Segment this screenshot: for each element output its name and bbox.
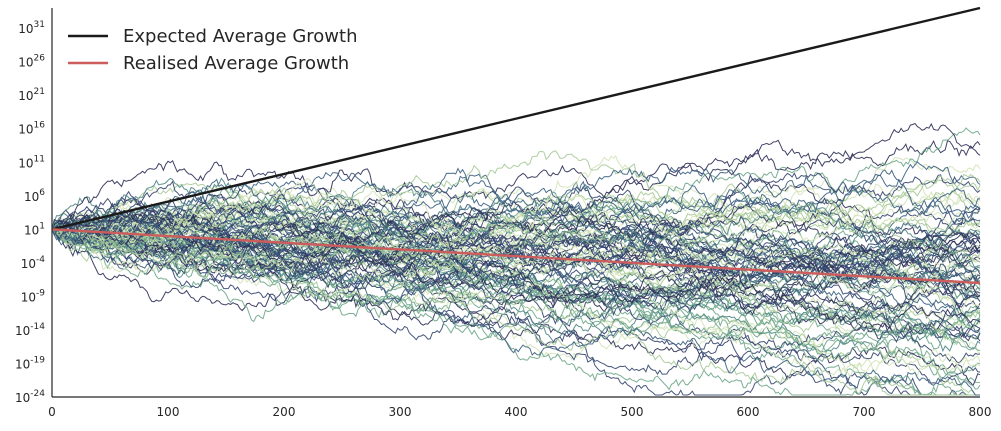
simulated-path	[51, 166, 980, 239]
simulated-path	[51, 217, 981, 280]
legend: Expected Average Growth Realised Average …	[68, 26, 358, 74]
simulated-path	[51, 183, 981, 301]
series-line-expected-average-growth	[51, 6, 981, 231]
simulated-path	[51, 216, 981, 379]
y-tick-label: 1021	[18, 87, 45, 103]
simulated-path	[51, 219, 980, 317]
simulated-path	[51, 187, 981, 297]
y-tick-label: 1031	[18, 20, 45, 36]
x-tick-label: 500	[621, 405, 644, 419]
simulated-path	[51, 228, 981, 327]
x-tick-label: 200	[273, 405, 296, 419]
simulated-path	[51, 202, 981, 280]
simulated-path	[51, 221, 981, 378]
simulated-path	[51, 218, 980, 396]
x-tick-label: 800	[969, 405, 992, 419]
x-tick-label: 100	[157, 405, 180, 419]
simulated-path	[51, 139, 981, 231]
series-line-realised-average-growth	[51, 228, 981, 285]
y-tick-label: 1016	[18, 121, 45, 137]
simulated-path	[51, 161, 981, 244]
simulated-path	[51, 198, 981, 288]
simulated-path	[51, 223, 981, 355]
y-tick-label: 10-19	[15, 355, 45, 371]
simulated-path	[51, 197, 981, 275]
simulated-paths	[51, 122, 981, 396]
simulated-path	[51, 203, 981, 290]
simulated-path	[51, 127, 981, 265]
simulated-path	[51, 200, 981, 375]
simulated-path	[51, 172, 981, 296]
simulated-path	[51, 155, 981, 237]
simulated-path	[51, 208, 981, 377]
y-tick-label: 106	[24, 188, 45, 204]
axes: 0 100 200 300 400 500 600 700 800 10-24 10-19 10-14…	[15, 8, 991, 419]
simulated-path	[51, 188, 981, 254]
simulated-path	[51, 122, 981, 252]
simulated-path	[51, 228, 981, 352]
y-tick-label: 10-9	[21, 288, 46, 304]
simulated-path	[51, 204, 981, 293]
simulated-path	[51, 228, 981, 308]
legend-label: Expected Average Growth	[123, 26, 358, 47]
x-tick-label: 400	[505, 405, 528, 419]
y-tick-label: 101	[24, 221, 45, 237]
simulated-path	[51, 150, 981, 263]
y-tick-label: 10-14	[15, 322, 45, 338]
x-tick-label: 0	[48, 405, 56, 419]
y-tick-label: 10-24	[15, 389, 45, 405]
y-tick-label: 10-4	[21, 255, 46, 271]
legend-label: Realised Average Growth	[123, 53, 349, 74]
x-tick-label: 600	[737, 405, 760, 419]
average-growth-lines	[51, 6, 981, 285]
simulated-path	[51, 227, 981, 353]
simulated-path	[51, 178, 981, 243]
x-tick-label: 300	[389, 405, 412, 419]
simulated-path	[51, 167, 981, 244]
x-tick-label: 700	[853, 405, 876, 419]
y-tick-label: 1026	[18, 54, 45, 70]
y-tick-label: 1011	[18, 154, 45, 170]
simulated-path	[51, 228, 980, 396]
simulated-path	[51, 217, 981, 281]
simulated-path	[51, 226, 981, 302]
simulated-path	[51, 227, 980, 396]
